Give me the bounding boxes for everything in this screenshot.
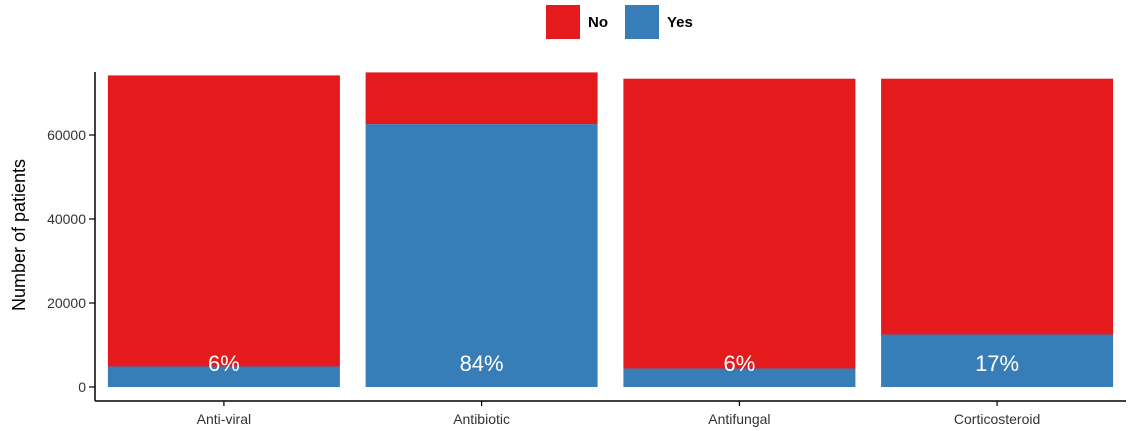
y-tick-label: 0: [78, 379, 86, 395]
y-axis-title: Number of patients: [9, 159, 29, 311]
bar-labels: 6% 84% 6% 17%: [208, 351, 1019, 376]
bar-no-corticosteroid: [881, 78, 1114, 335]
bars: [107, 72, 1114, 387]
bar-yes-anti-viral: [107, 366, 340, 387]
legend: No Yes: [546, 5, 693, 39]
bar-yes-antifungal: [623, 368, 856, 387]
bar-no-anti-viral: [107, 75, 340, 367]
bar-no-antifungal: [623, 78, 856, 369]
x-ticks: Anti-viral Antibiotic Antifungal Corticoste…: [197, 401, 1040, 427]
legend-swatch-yes: [625, 5, 659, 39]
bar-percent-label: 6%: [724, 351, 756, 376]
legend-swatch-no: [546, 5, 580, 39]
y-tick-label: 20000: [47, 295, 86, 311]
x-tick-label: Antifungal: [708, 411, 770, 427]
x-tick-label: Anti-viral: [197, 411, 251, 427]
bar-no-antibiotic: [365, 72, 598, 125]
bar-percent-label: 17%: [975, 351, 1019, 376]
bar-yes-corticosteroid: [881, 334, 1114, 387]
legend-label-no: No: [588, 14, 608, 31]
y-tick-label: 60000: [47, 127, 86, 143]
bar-percent-label: 6%: [208, 351, 240, 376]
y-tick-label: 40000: [47, 211, 86, 227]
x-tick-label: Corticosteroid: [954, 411, 1040, 427]
legend-label-yes: Yes: [667, 14, 693, 31]
bar-yes-antibiotic: [365, 124, 598, 387]
bar-percent-label: 84%: [460, 351, 504, 376]
axes: [94, 72, 1126, 402]
x-tick-label: Antibiotic: [453, 411, 510, 427]
y-ticks: 0 20000 40000 60000: [47, 127, 95, 395]
